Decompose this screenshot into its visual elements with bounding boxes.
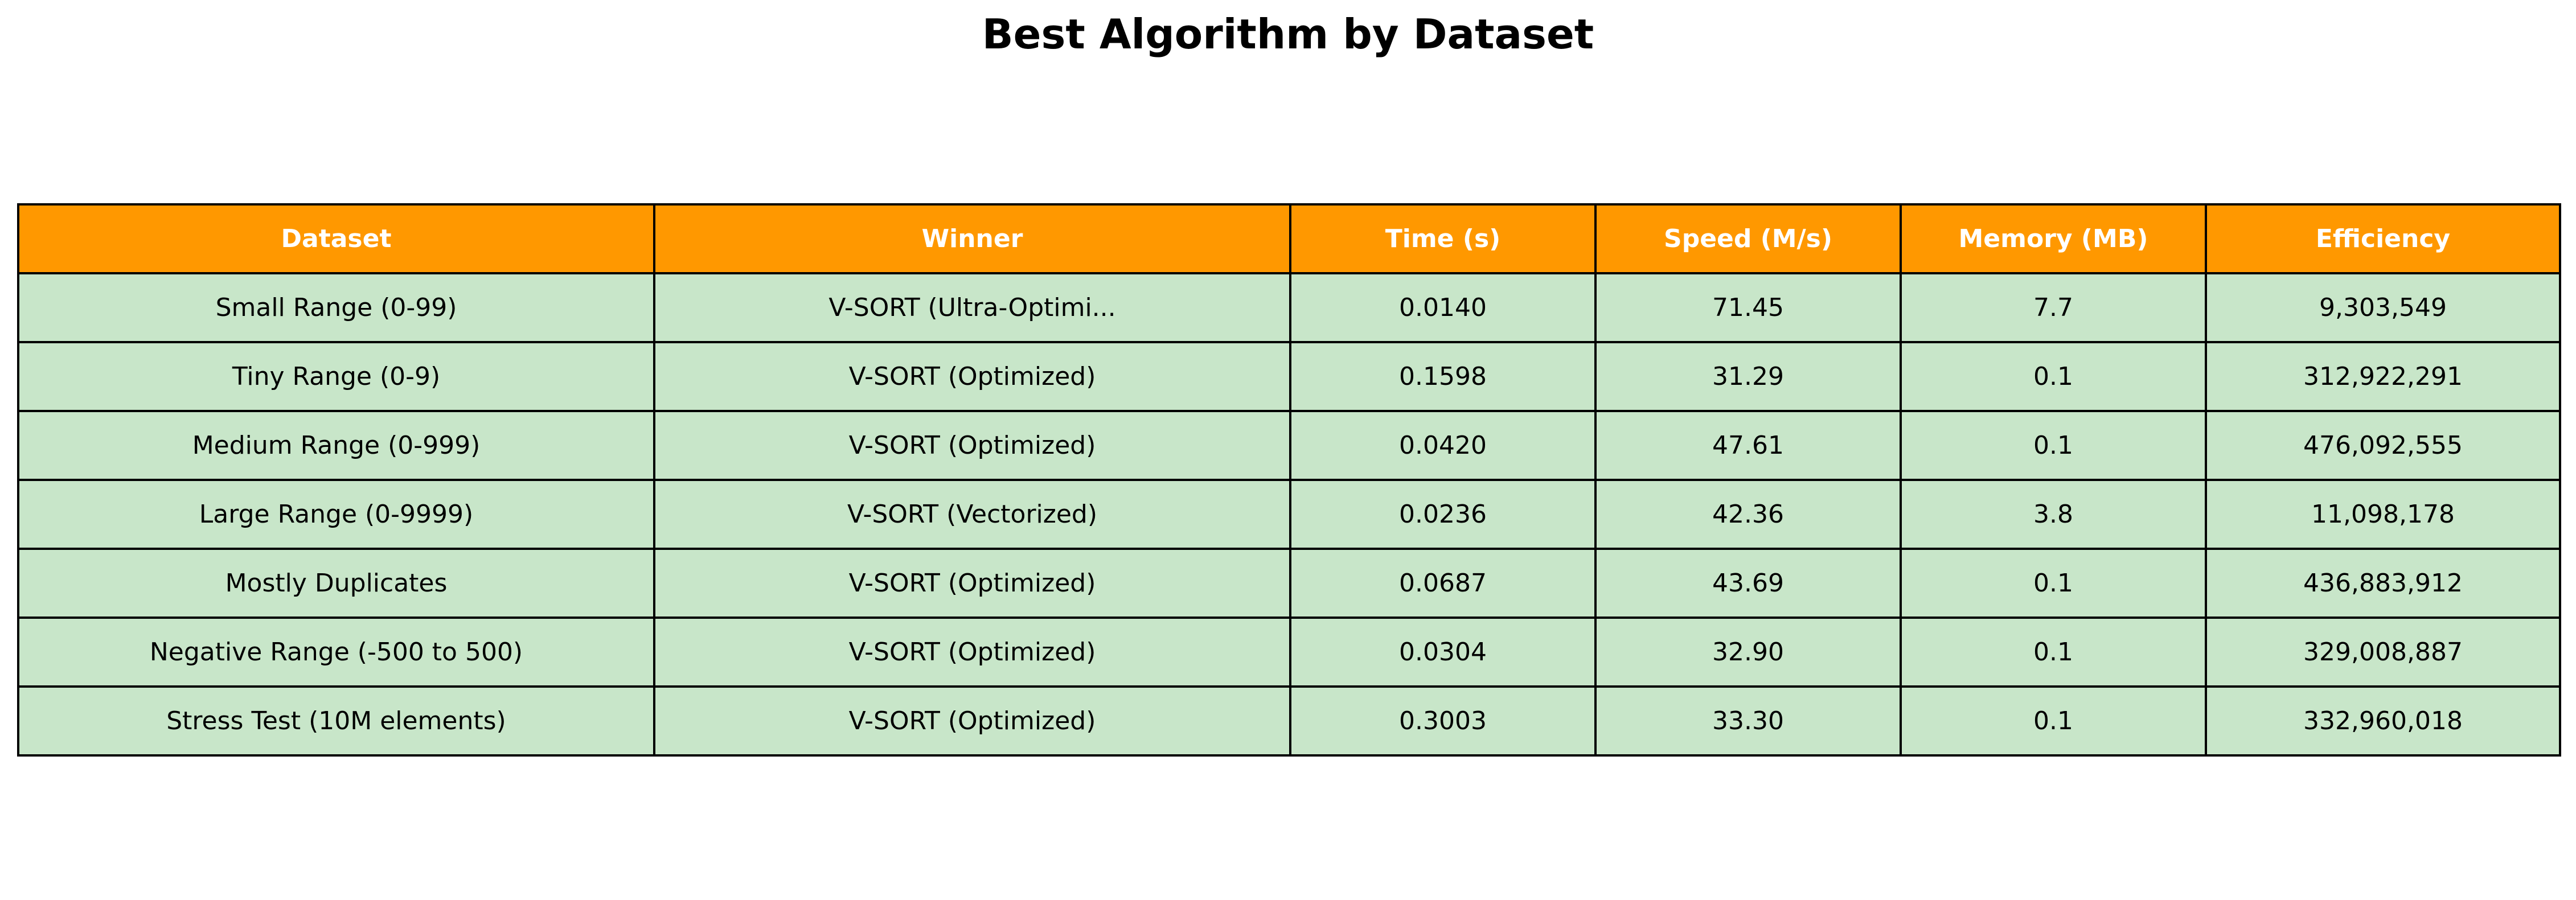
cell-speed: 71.45 [1594,272,1902,343]
cell-time: 0.0304 [1289,617,1597,688]
cell-dataset: Tiny Range (0-9) [17,341,655,412]
table-row: Medium Range (0-999) V-SORT (Optimized) … [17,410,2561,481]
cell-winner: V-SORT (Optimized) [653,685,1291,757]
cell-memory: 0.1 [1900,617,2207,688]
cell-dataset: Stress Test (10M elements) [17,685,655,757]
cell-time: 0.3003 [1289,685,1597,757]
cell-efficiency: 312,922,291 [2205,341,2561,412]
header-cell-winner: Winner [653,203,1291,274]
cell-dataset: Mostly Duplicates [17,548,655,619]
cell-winner: V-SORT (Ultra-Optimi... [653,272,1291,343]
cell-memory: 0.1 [1900,685,2207,757]
cell-speed: 33.30 [1594,685,1902,757]
cell-speed: 42.36 [1594,479,1902,550]
cell-dataset: Large Range (0-9999) [17,479,655,550]
cell-memory: 0.1 [1900,548,2207,619]
cell-dataset: Negative Range (-500 to 500) [17,617,655,688]
cell-dataset: Small Range (0-99) [17,272,655,343]
cell-memory: 0.1 [1900,410,2207,481]
chart-title: Best Algorithm by Dataset [982,10,1594,58]
table-row: Small Range (0-99) V-SORT (Ultra-Optimi.… [17,272,2561,343]
header-cell-time: Time (s) [1289,203,1597,274]
cell-speed: 31.29 [1594,341,1902,412]
header-cell-efficiency: Efficiency [2205,203,2561,274]
table-row: Large Range (0-9999) V-SORT (Vectorized)… [17,479,2561,550]
cell-winner: V-SORT (Vectorized) [653,479,1291,550]
cell-speed: 43.69 [1594,548,1902,619]
table-row: Mostly Duplicates V-SORT (Optimized) 0.0… [17,548,2561,619]
cell-winner: V-SORT (Optimized) [653,410,1291,481]
cell-efficiency: 332,960,018 [2205,685,2561,757]
cell-efficiency: 476,092,555 [2205,410,2561,481]
cell-memory: 0.1 [1900,341,2207,412]
cell-memory: 3.8 [1900,479,2207,550]
cell-efficiency: 329,008,887 [2205,617,2561,688]
cell-winner: V-SORT (Optimized) [653,341,1291,412]
cell-winner: V-SORT (Optimized) [653,548,1291,619]
table-row: Stress Test (10M elements) V-SORT (Optim… [17,685,2561,757]
cell-winner: V-SORT (Optimized) [653,617,1291,688]
header-cell-memory: Memory (MB) [1900,203,2207,274]
cell-speed: 32.90 [1594,617,1902,688]
cell-efficiency: 9,303,549 [2205,272,2561,343]
cell-speed: 47.61 [1594,410,1902,481]
cell-time: 0.0236 [1289,479,1597,550]
cell-efficiency: 436,883,912 [2205,548,2561,619]
cell-time: 0.0687 [1289,548,1597,619]
cell-efficiency: 11,098,178 [2205,479,2561,550]
cell-time: 0.1598 [1289,341,1597,412]
header-cell-dataset: Dataset [17,203,655,274]
results-table: Dataset Winner Time (s) Speed (M/s) Memo… [17,203,2561,757]
cell-memory: 7.7 [1900,272,2207,343]
cell-time: 0.0420 [1289,410,1597,481]
table-row: Tiny Range (0-9) V-SORT (Optimized) 0.15… [17,341,2561,412]
header-row: Dataset Winner Time (s) Speed (M/s) Memo… [17,203,2561,274]
cell-time: 0.0140 [1289,272,1597,343]
header-cell-speed: Speed (M/s) [1594,203,1902,274]
cell-dataset: Medium Range (0-999) [17,410,655,481]
table-row: Negative Range (-500 to 500) V-SORT (Opt… [17,617,2561,688]
